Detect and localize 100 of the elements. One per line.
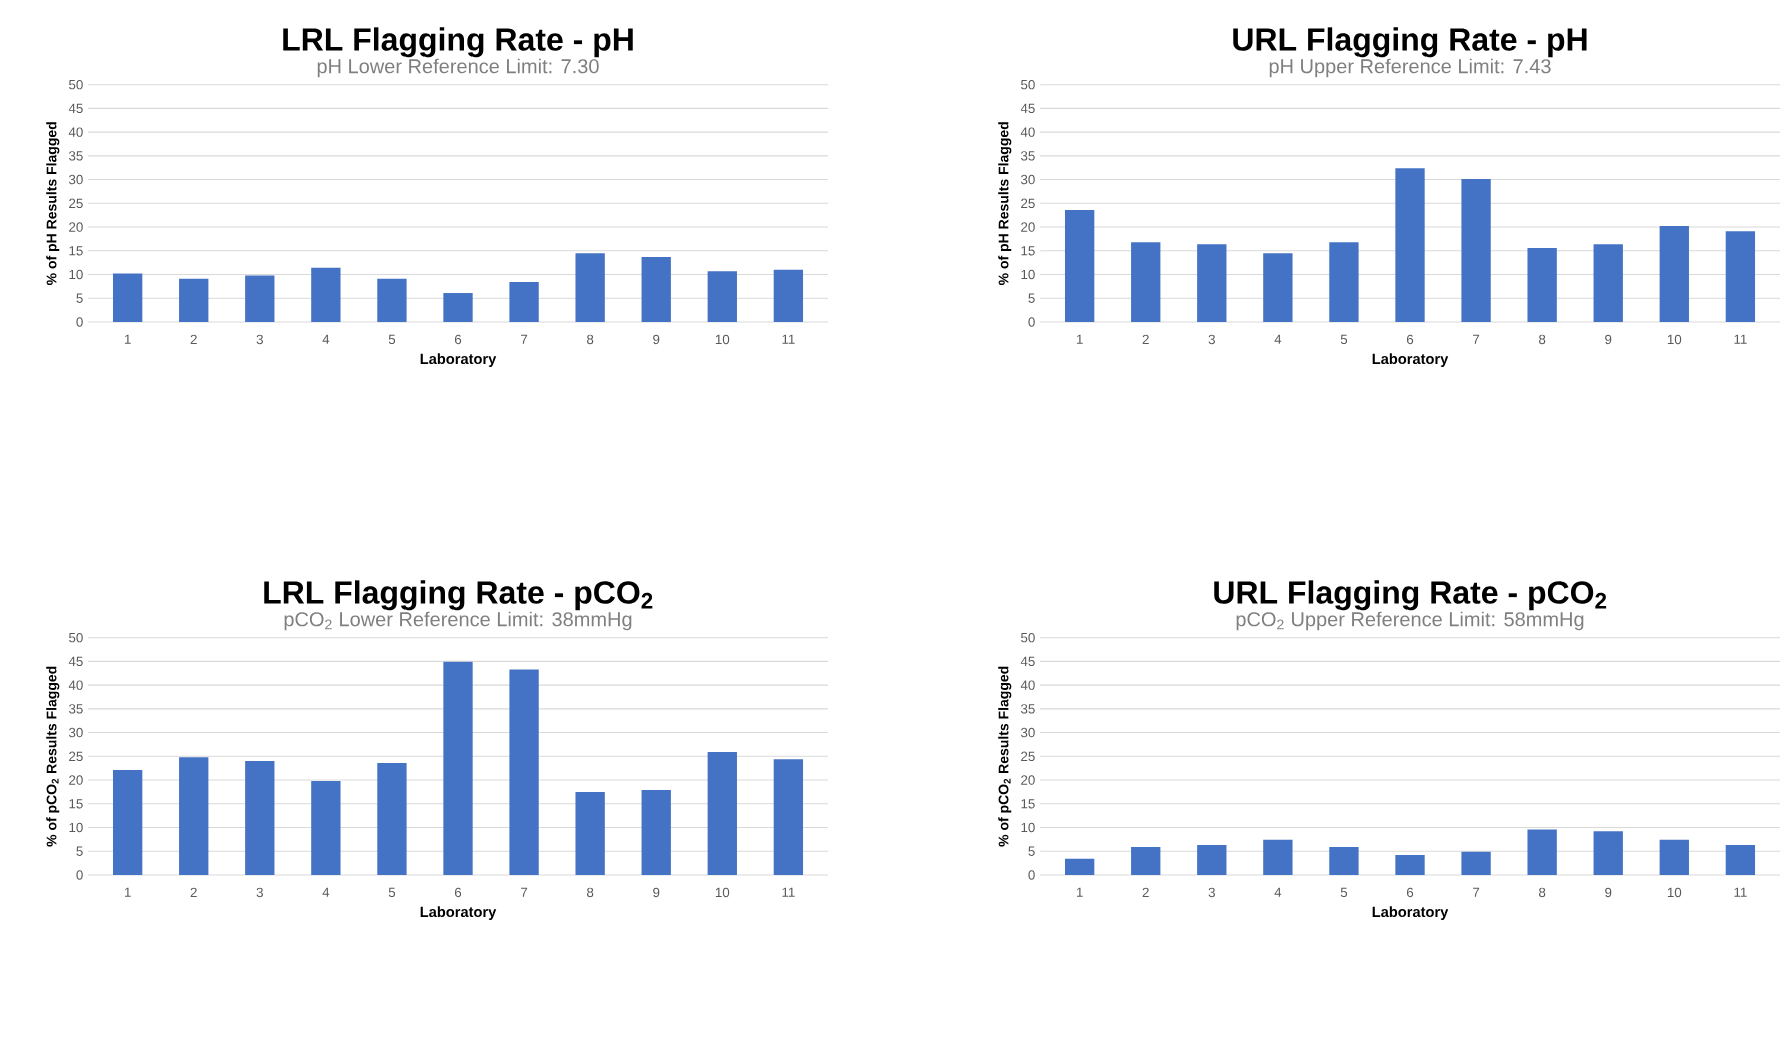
x-axis-title: Laboratory xyxy=(1372,353,1449,367)
y-tick-label: 50 xyxy=(69,79,83,90)
bar xyxy=(1197,244,1227,322)
y-tick-label: 45 xyxy=(1020,656,1035,667)
y-tick-label: 35 xyxy=(1020,704,1035,714)
y-tick-label: 45 xyxy=(68,103,83,114)
bar xyxy=(1329,242,1359,322)
bar xyxy=(1131,846,1161,875)
chart-subtitle: pCO$_{2}$ Lower Reference Limit: 38mmHg xyxy=(284,611,632,631)
y-tick-label: 15 xyxy=(1021,799,1035,809)
x-tick-label: 9 xyxy=(653,887,660,898)
x-tick-label: 4 xyxy=(1274,887,1282,897)
bar xyxy=(641,256,671,322)
x-axis-title: Laboratory xyxy=(420,353,497,367)
bar xyxy=(179,757,209,875)
bar xyxy=(1131,242,1161,322)
y-tick-label: 40 xyxy=(1020,680,1035,690)
y-tick-label: 5 xyxy=(1028,293,1035,303)
x-tick-label: 3 xyxy=(256,334,263,345)
x-tick-label: 7 xyxy=(521,887,528,897)
bar xyxy=(377,762,407,875)
bar xyxy=(707,752,737,875)
x-tick-label: 10 xyxy=(1667,887,1682,898)
x-tick-label: 4 xyxy=(1274,334,1282,344)
bar xyxy=(311,267,341,322)
x-tick-label: 5 xyxy=(1340,887,1348,897)
x-tick-label: 2 xyxy=(1142,334,1149,344)
bar xyxy=(1197,845,1227,875)
y-tick-label: 25 xyxy=(1021,198,1035,209)
y-tick-label: 20 xyxy=(69,775,83,785)
x-tick-label: 4 xyxy=(322,334,330,344)
y-tick-label: 35 xyxy=(1020,151,1035,161)
x-tick-label: 10 xyxy=(1667,334,1682,345)
x-tick-label: 3 xyxy=(256,887,263,898)
x-tick-label: 11 xyxy=(782,334,795,344)
x-tick-label: 1 xyxy=(1076,334,1083,344)
y-tick-label: 0 xyxy=(76,870,83,880)
bar xyxy=(443,293,473,322)
bar xyxy=(509,669,539,875)
y-axis-title: % of pH Results Flagged xyxy=(998,122,1012,286)
x-tick-label: 9 xyxy=(1605,334,1612,345)
x-tick-label: 6 xyxy=(1406,334,1414,345)
x-tick-label: 1 xyxy=(124,334,131,344)
x-tick-label: 5 xyxy=(388,334,396,344)
bar xyxy=(1263,839,1293,875)
x-tick-label: 2 xyxy=(1142,887,1149,898)
y-tick-label: 30 xyxy=(1020,727,1035,738)
y-tick-label: 30 xyxy=(68,727,83,738)
bar xyxy=(245,275,275,322)
x-axis-title: Laboratory xyxy=(1372,906,1449,920)
y-tick-label: 40 xyxy=(68,127,83,137)
y-axis-title: % of pCO$_{2}$ Results Flagged xyxy=(998,666,1012,847)
y-tick-label: 10 xyxy=(1021,269,1035,280)
y-tick-label: 25 xyxy=(69,198,83,209)
y-tick-label: 20 xyxy=(1021,222,1035,232)
y-tick-label: 25 xyxy=(1021,751,1035,762)
bar xyxy=(1064,858,1095,875)
bar xyxy=(112,770,143,875)
x-tick-label: 2 xyxy=(190,887,197,898)
bar xyxy=(1329,846,1359,875)
y-tick-label: 40 xyxy=(68,680,83,690)
y-tick-label: 45 xyxy=(1020,103,1035,114)
x-tick-label: 6 xyxy=(1406,887,1414,898)
x-tick-label: 8 xyxy=(1539,334,1546,345)
y-tick-label: 10 xyxy=(1021,822,1035,833)
bar xyxy=(1725,845,1756,875)
x-tick-label: 1 xyxy=(124,887,131,897)
bar xyxy=(112,273,143,322)
y-tick-label: 35 xyxy=(68,704,83,714)
x-tick-label: 8 xyxy=(1539,887,1546,898)
y-tick-label: 25 xyxy=(69,751,83,762)
bar xyxy=(1527,247,1557,322)
bar xyxy=(245,761,275,875)
chart-title: URL Flagging Rate - pCO$_{2}$ xyxy=(1214,580,1607,611)
bar xyxy=(773,759,804,875)
y-tick-label: 15 xyxy=(69,246,83,256)
bar xyxy=(773,269,804,322)
y-tick-label: 5 xyxy=(76,846,83,856)
bar xyxy=(1461,851,1491,875)
chart-subtitle: pH Lower Reference Limit: 7.30 xyxy=(317,58,599,78)
x-tick-label: 8 xyxy=(587,334,594,345)
y-tick-label: 10 xyxy=(69,269,83,280)
bar xyxy=(377,278,407,322)
bar xyxy=(1593,244,1623,322)
x-tick-label: 1 xyxy=(1076,887,1083,897)
bar xyxy=(1659,839,1689,875)
x-tick-label: 11 xyxy=(1734,887,1747,897)
x-tick-label: 3 xyxy=(1208,334,1215,345)
x-tick-label: 10 xyxy=(715,334,730,345)
y-tick-label: 50 xyxy=(1021,632,1035,643)
x-tick-label: 5 xyxy=(388,887,396,897)
y-axis-title: % of pH Results Flagged xyxy=(46,122,60,286)
x-tick-label: 7 xyxy=(521,334,528,344)
y-tick-label: 30 xyxy=(1020,174,1035,185)
bar xyxy=(575,791,605,875)
bar xyxy=(707,271,737,322)
bar xyxy=(1461,179,1491,322)
y-tick-label: 20 xyxy=(69,222,83,232)
x-tick-label: 9 xyxy=(653,334,660,345)
x-tick-label: 6 xyxy=(454,887,462,898)
